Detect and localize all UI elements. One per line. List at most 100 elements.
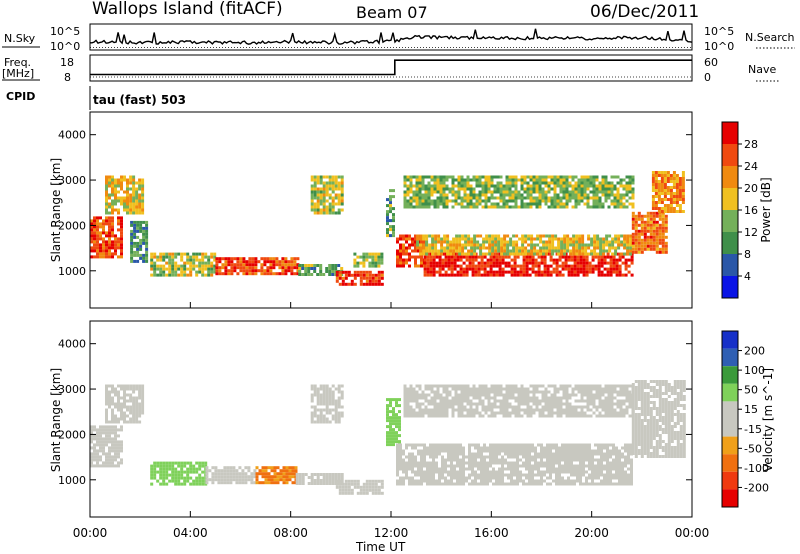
power-colorbar-tick: 12 xyxy=(744,226,758,239)
velocity-colorbar-swatch xyxy=(722,348,738,367)
y-tick-label: 3000 xyxy=(58,383,86,396)
velocity-ylabel: Slant Range [km] xyxy=(49,368,63,472)
x-tick-label: 04:00 xyxy=(173,526,208,540)
freq-label: Freq. xyxy=(4,56,31,69)
velocity-region xyxy=(255,466,298,485)
nsearch-tick-top: 10^5 xyxy=(704,25,734,38)
velocity-region xyxy=(403,384,635,418)
velocity-colorbar-tick: -200 xyxy=(744,481,769,494)
velocity-colorbar-swatch xyxy=(722,383,738,402)
nsearch-tick-bottom: 10^0 xyxy=(704,40,734,53)
power-colorbar-swatch xyxy=(722,188,738,210)
power-region xyxy=(215,257,300,276)
velocity-colorbar-tick: -50 xyxy=(744,442,762,455)
x-tick-label: 20:00 xyxy=(574,526,609,540)
x-tick-label: 12:00 xyxy=(374,526,409,540)
velocity-region xyxy=(105,384,145,424)
velocity-colorbar-swatch xyxy=(722,366,738,384)
velocity-colorbar-swatch xyxy=(722,419,738,437)
y-tick-label: 3000 xyxy=(58,174,86,187)
power-colorbar-swatch xyxy=(722,254,738,276)
x-tick-label: 00:00 xyxy=(675,526,710,540)
power-colorbar-swatch xyxy=(722,144,738,166)
nave-label: Nave xyxy=(748,63,776,76)
power-region xyxy=(335,270,384,286)
power-colorbar-tick: 8 xyxy=(744,248,751,261)
x-tick-label: 16:00 xyxy=(474,526,509,540)
velocity-region xyxy=(335,479,384,495)
freq-panel: Freq. [MHz] 18 8 60 0 Nave xyxy=(2,54,780,84)
power-colorbar-tick: 16 xyxy=(744,204,758,217)
power-colorbar-tick: 24 xyxy=(744,160,758,173)
beam-label: Beam 07 xyxy=(356,3,428,22)
power-colorbar-swatch xyxy=(722,166,738,188)
velocity-region xyxy=(150,461,208,486)
nsky-label: N.Sky xyxy=(4,32,36,45)
y-tick-label: 1000 xyxy=(58,265,86,278)
power-region xyxy=(423,252,634,277)
power-region xyxy=(631,211,668,254)
freq-tick-top: 18 xyxy=(60,56,74,69)
velocity-region xyxy=(90,425,123,468)
cpid-value: tau (fast) 503 xyxy=(93,93,186,107)
velocity-colorbar-tick: -100 xyxy=(744,462,769,475)
freq-unit: [MHz] xyxy=(2,67,34,80)
power-colorbar-tick: 4 xyxy=(744,270,751,283)
x-tick-label: 00:00 xyxy=(73,526,108,540)
velocity-colorbar-swatch xyxy=(722,454,738,472)
freq-tick-bottom: 8 xyxy=(64,71,71,84)
power-panel: 1000 2000 3000 4000 Slant Range [km] 28 24 20… xyxy=(49,111,773,309)
nsky-panel: N.Sky 10^5 10^0 10^5 10^0 N.Search xyxy=(2,23,795,53)
velocity-region xyxy=(386,398,401,447)
nsky-series xyxy=(90,28,693,45)
nsky-tick-top: 10^5 xyxy=(50,25,80,38)
power-colorbar-swatch xyxy=(722,232,738,254)
date-label: 06/Dec/2011 xyxy=(590,2,699,22)
velocity-colorbar-tick: 50 xyxy=(744,384,758,397)
velocity-region xyxy=(295,473,344,485)
velocity-colorbar-tick: 200 xyxy=(744,345,765,358)
velocity-region xyxy=(396,443,633,486)
velocity-colorbar-swatch xyxy=(722,331,738,349)
velocity-region xyxy=(310,384,344,424)
power-colorbar-swatch xyxy=(722,210,738,232)
nave-tick-top: 60 xyxy=(704,56,718,69)
power-region xyxy=(416,234,633,256)
y-tick-label: 1000 xyxy=(58,474,86,487)
power-region xyxy=(396,234,426,268)
velocity-region xyxy=(631,380,686,458)
x-tick-label: 08:00 xyxy=(273,526,308,540)
power-region xyxy=(310,175,344,215)
velocity-colorbar-swatch xyxy=(722,401,738,419)
velocity-panel: 1000 2000 3000 4000 Slant Range [km] 200 100… xyxy=(49,320,775,518)
velocity-colorbar-tick: 100 xyxy=(744,364,765,377)
velocity-colorbar-label: Velocity [m s^-1] xyxy=(761,368,775,472)
power-region xyxy=(353,252,384,268)
nsearch-label: N.Search xyxy=(745,31,795,44)
velocity-region xyxy=(205,466,257,485)
velocity-colorbar-tick: -15 xyxy=(744,423,762,436)
freq-series xyxy=(90,59,692,76)
power-region xyxy=(150,252,217,277)
nave-tick-bottom: 0 xyxy=(704,71,711,84)
power-colorbar-tick: 28 xyxy=(744,138,758,151)
power-region xyxy=(130,220,149,263)
power-region xyxy=(403,175,635,209)
velocity-colorbar-tick: 15 xyxy=(744,403,758,416)
power-region xyxy=(386,189,395,238)
power-region xyxy=(90,216,123,259)
power-colorbar-swatch xyxy=(722,122,738,144)
y-tick-label: 4000 xyxy=(58,129,86,142)
velocity-colorbar-swatch xyxy=(722,471,738,490)
power-colorbar-tick: 20 xyxy=(744,182,758,195)
x-axis-label: Time UT xyxy=(355,540,406,554)
power-ylabel: Slant Range [km] xyxy=(49,158,63,262)
power-region xyxy=(651,171,685,213)
cpid-label: CPID xyxy=(6,90,35,103)
nsky-tick-bottom: 10^0 xyxy=(50,40,80,53)
velocity-colorbar-swatch xyxy=(722,489,738,507)
y-tick-label: 2000 xyxy=(58,428,86,441)
power-colorbar-label: Power [dB] xyxy=(759,177,773,242)
y-tick-label: 2000 xyxy=(58,219,86,232)
